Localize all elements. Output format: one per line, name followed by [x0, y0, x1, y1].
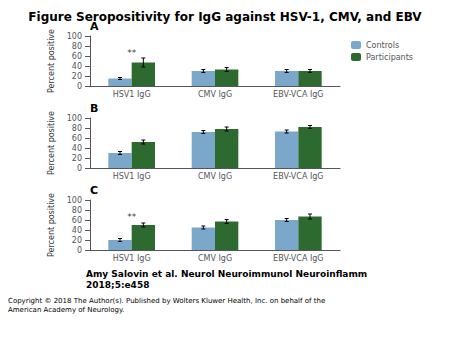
svg-text:EBV-VCA IgG: EBV-VCA IgG: [273, 254, 323, 263]
svg-text:EBV-VCA IgG: EBV-VCA IgG: [273, 172, 323, 181]
svg-text:100: 100: [67, 114, 82, 123]
svg-text:Participants: Participants: [366, 53, 413, 62]
svg-text:HSV1 IgG: HSV1 IgG: [113, 90, 151, 99]
svg-text:60: 60: [72, 52, 82, 61]
svg-text:American Academy of Neurology.: American Academy of Neurology.: [8, 306, 124, 314]
svg-text:Figure Seropositivity for IgG: Figure Seropositivity for IgG against HS…: [28, 10, 422, 24]
svg-text:HSV1 IgG: HSV1 IgG: [113, 172, 151, 181]
svg-text:80: 80: [72, 206, 82, 215]
svg-text:100: 100: [67, 196, 82, 205]
svg-text:60: 60: [72, 216, 82, 225]
svg-text:40: 40: [72, 144, 82, 153]
svg-text:20: 20: [72, 72, 82, 81]
svg-text:80: 80: [72, 42, 82, 51]
svg-text:B: B: [90, 102, 98, 115]
svg-text:2018;5:e458: 2018;5:e458: [86, 280, 149, 290]
svg-text:CMV IgG: CMV IgG: [198, 90, 232, 99]
svg-text:0: 0: [77, 164, 82, 173]
svg-text:EBV-VCA IgG: EBV-VCA IgG: [273, 90, 323, 99]
svg-text:Percent positive: Percent positive: [47, 29, 56, 93]
svg-text:20: 20: [72, 236, 82, 245]
svg-text:40: 40: [72, 62, 82, 71]
svg-text:60: 60: [72, 134, 82, 143]
svg-text:Amy Salovin et al. Neurol Neur: Amy Salovin et al. Neurol Neuroimmunol N…: [86, 269, 367, 279]
svg-text:**: **: [127, 212, 137, 222]
svg-text:0: 0: [77, 82, 82, 91]
svg-text:A: A: [90, 20, 99, 33]
svg-text:HSV1 IgG: HSV1 IgG: [113, 254, 151, 263]
svg-text:Percent positive: Percent positive: [47, 111, 56, 175]
svg-text:80: 80: [72, 124, 82, 133]
svg-text:20: 20: [72, 154, 82, 163]
svg-text:C: C: [90, 184, 98, 197]
svg-text:CMV IgG: CMV IgG: [198, 172, 232, 181]
svg-text:40: 40: [72, 226, 82, 235]
svg-text:**: **: [127, 48, 137, 58]
svg-text:Percent positive: Percent positive: [47, 193, 56, 257]
svg-text:Copyright © 2018 The Author(s): Copyright © 2018 The Author(s). Publishe…: [8, 297, 325, 305]
svg-text:CMV IgG: CMV IgG: [198, 254, 232, 263]
svg-text:0: 0: [77, 246, 82, 255]
svg-text:100: 100: [67, 32, 82, 41]
svg-text:Controls: Controls: [366, 41, 399, 50]
